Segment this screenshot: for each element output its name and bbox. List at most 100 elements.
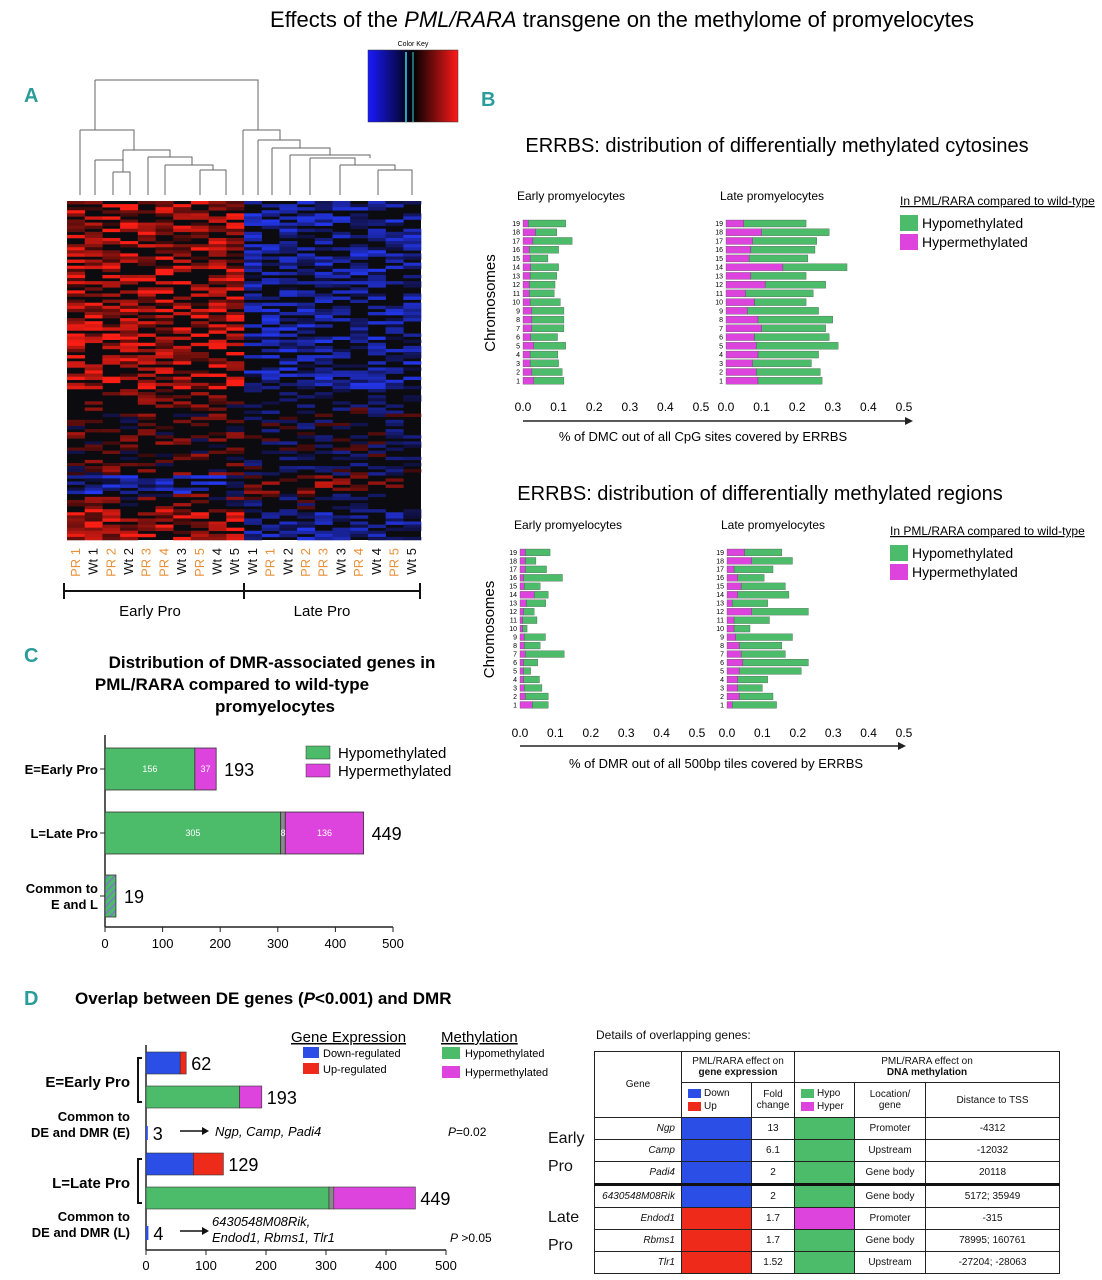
heatmap-cell — [385, 419, 404, 424]
heatmap-cell — [155, 352, 174, 356]
legend-label-hyper: Hypermethylated — [465, 1067, 548, 1079]
heatmap-cell — [120, 364, 139, 368]
hyper-bar — [519, 565, 526, 573]
hyper-bar — [725, 219, 744, 228]
heatmap-cell — [190, 201, 209, 205]
heatmap-cell — [84, 382, 103, 387]
cell-distance: 20118 — [925, 1161, 1060, 1185]
heatmap-cell — [137, 293, 156, 297]
x-tick-label: 0.0 — [515, 400, 532, 414]
heatmap-cell — [279, 447, 298, 451]
legend-label-hypo: Hypomethylated — [912, 545, 1013, 561]
heatmap-cell — [190, 234, 209, 239]
heatmap-cell — [155, 290, 174, 294]
chromosome-label: 10 — [715, 300, 723, 307]
cell-location: Upstream — [854, 1251, 926, 1274]
heatmap-cell — [367, 509, 386, 513]
heatmap-cell — [208, 225, 227, 230]
heatmap-cell — [279, 311, 298, 316]
legend-title: In PML/RARA compared to wild-type — [890, 524, 1085, 538]
arrowhead — [202, 1227, 209, 1235]
segment-label: 37 — [201, 764, 211, 774]
heatmap-cell — [67, 432, 85, 436]
hyper-bar — [519, 692, 526, 700]
heatmap-cell — [226, 509, 245, 513]
hyper-bar — [519, 599, 527, 607]
heatmap-cell — [84, 515, 103, 519]
down-swatch — [688, 1088, 701, 1098]
heatmap-cell — [84, 475, 103, 479]
heatmap-cell — [155, 222, 174, 226]
heatmap-cell — [261, 321, 280, 325]
chromosome-label: 14 — [715, 265, 723, 272]
heatmap-cell — [173, 355, 192, 359]
heatmap-cell — [120, 222, 139, 226]
heatmap-cell — [332, 348, 351, 353]
heatmap-cell — [155, 204, 174, 208]
heatmap-cell — [155, 453, 174, 458]
hyper-bar — [725, 228, 762, 236]
heatmap-cell — [84, 487, 103, 491]
heatmap-cell — [120, 305, 139, 310]
heatmap-cell — [314, 373, 333, 377]
heatmap-cell — [173, 487, 192, 491]
group-early-label: Early Pro — [119, 603, 181, 620]
heatmap-cell — [67, 281, 85, 285]
heatmap-cell — [332, 401, 351, 405]
heatmap-cell — [208, 318, 227, 322]
heatmap-cell — [120, 416, 139, 421]
heatmap-cell — [279, 478, 298, 482]
chromosome-label: 14 — [509, 592, 517, 599]
heatmap-cell — [120, 481, 139, 485]
heatmap-cell — [367, 311, 386, 316]
heatmap-cell — [226, 456, 245, 461]
heatmap-cell — [226, 361, 245, 365]
heatmap-cell — [403, 509, 422, 513]
heatmap-cell — [120, 524, 139, 528]
legend-swatch-hypo — [442, 1047, 460, 1059]
heatmap-cell — [208, 444, 227, 448]
heatmap-cell — [332, 506, 351, 510]
heatmap-cell — [279, 419, 298, 424]
y-axis-label: Chromosomes — [482, 254, 499, 352]
p-value: P=0.02 — [448, 1125, 487, 1139]
x-tick-label: 0.0 — [512, 726, 529, 740]
hyper-bar — [725, 307, 748, 315]
chromosome-label: 15 — [715, 256, 723, 263]
x-tick-label: 0.0 — [718, 400, 735, 414]
heatmap-cell — [173, 518, 192, 522]
heatmap-cell — [190, 370, 209, 374]
heatmap-cell — [102, 379, 121, 384]
heatmap-cell — [67, 250, 85, 254]
heatmap-cell — [102, 536, 121, 541]
heatmap-cell — [244, 342, 262, 347]
heatmap-cell — [173, 348, 192, 353]
heatmap-cell — [314, 367, 333, 371]
heatmap-cell — [244, 370, 262, 374]
heatmap-cell — [385, 441, 404, 445]
heatmap-cell — [137, 315, 156, 319]
heatmap-cell — [297, 213, 316, 217]
heatmap-cell — [120, 388, 139, 393]
x-tick-label: 0.3 — [621, 400, 638, 414]
heatmap-cell — [190, 342, 209, 347]
meth-hyper-bar — [333, 1186, 416, 1210]
heatmap-cell — [332, 352, 351, 356]
heatmap-cell — [155, 318, 174, 322]
heatmap-cell — [84, 521, 103, 525]
heatmap-cell — [155, 395, 174, 399]
heatmap-cell — [314, 318, 333, 322]
meth-hyper-bar — [239, 1085, 263, 1109]
hypo-bar — [533, 342, 566, 350]
heatmap-cell — [226, 475, 245, 479]
hyper-bar — [519, 667, 524, 675]
heatmap-cell — [226, 527, 245, 532]
heatmap-cell — [173, 536, 192, 541]
heatmap-cell — [244, 302, 262, 307]
heatmap-cell — [120, 213, 139, 217]
heatmap-cell — [84, 530, 103, 535]
heatmap-cell — [332, 364, 351, 368]
heatmap-cell — [173, 330, 192, 334]
hyper-bar — [725, 350, 759, 359]
sample-label: Wt 5 — [227, 548, 242, 575]
